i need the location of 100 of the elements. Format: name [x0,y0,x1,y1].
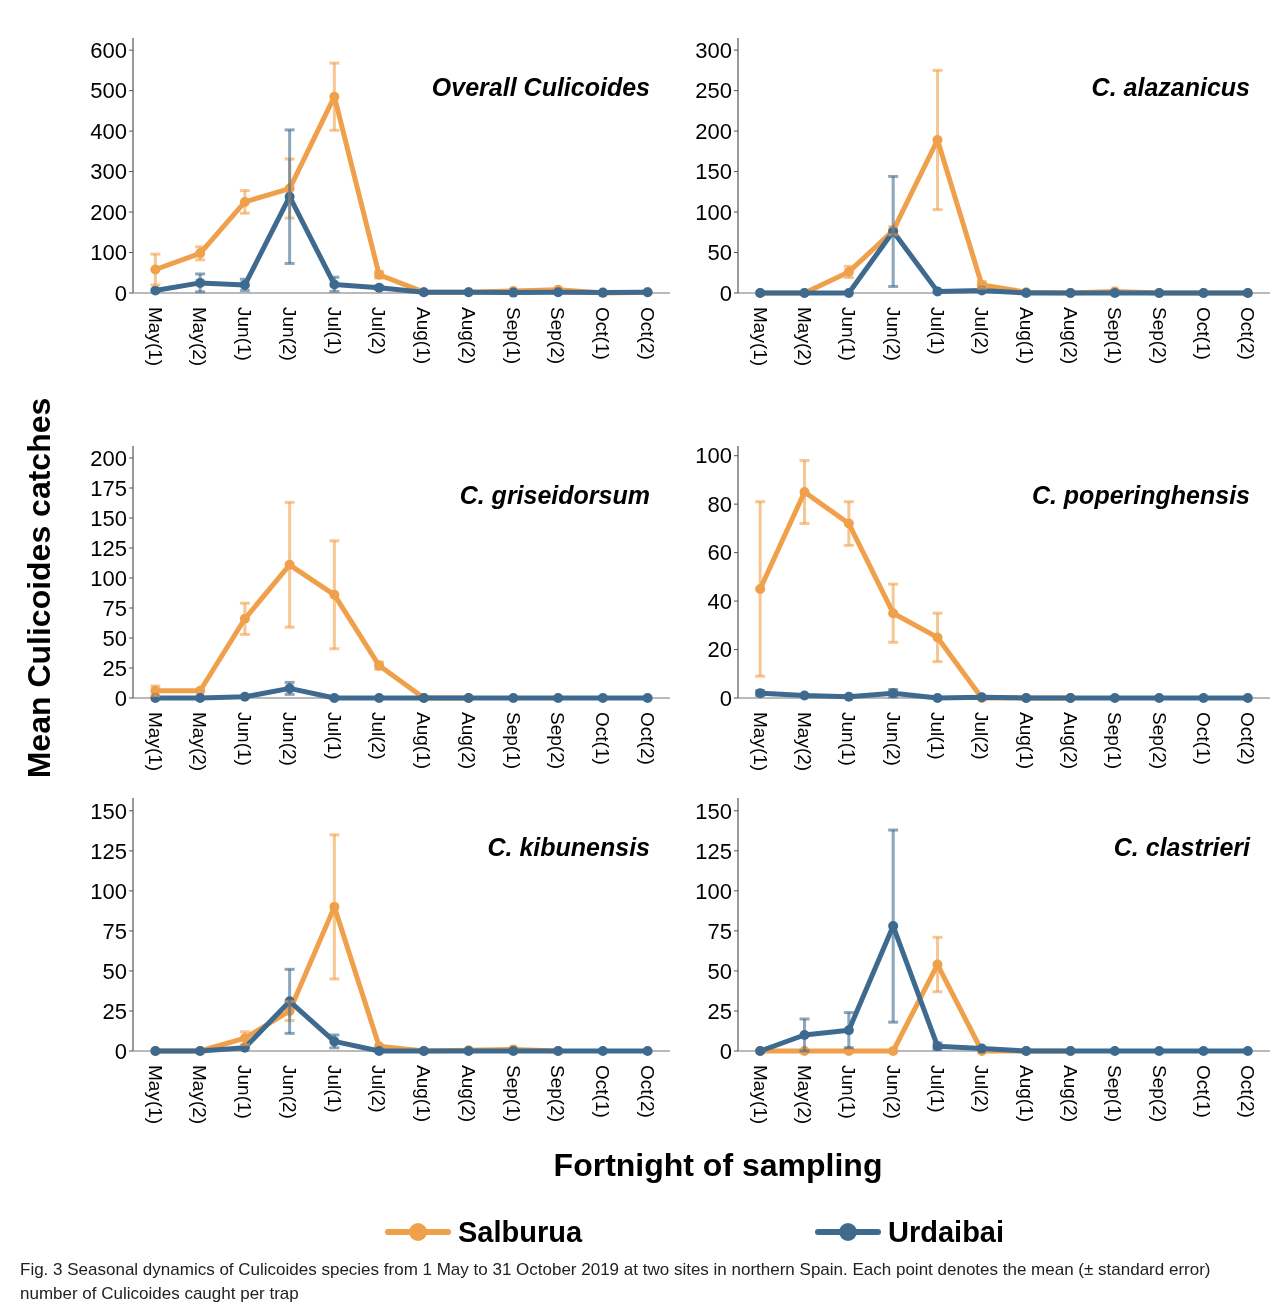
y-tick-label: 300 [695,37,732,63]
x-tick-label: Oct(1) [592,307,614,360]
x-tick-label: Oct(1) [592,1065,614,1118]
x-tick-label: Jun(1) [838,1065,860,1119]
x-tick-label: Aug(2) [1059,307,1081,365]
text: C. poperinghensis [1031,481,1251,509]
x-tick-label: Jul(1) [323,712,345,760]
x-tick-label: Jul(2) [368,712,390,760]
x-tick-label: Sep(1) [1104,1065,1126,1123]
y-tick-label: 0 [719,280,732,306]
x-tick-label: Aug(2) [1059,712,1081,770]
y-tick-label: 80 [707,491,732,517]
x-tick-label: Oct(2) [1237,1065,1259,1118]
x-tick-label: Sep(2) [547,712,569,770]
point [799,1030,810,1040]
x-tick-label: Jul(1) [323,307,345,355]
x-tick-label: May(2) [793,307,815,367]
y-tick-label: 175 [90,475,127,501]
x-tick-label: Sep(1) [1104,307,1126,365]
y-tick-label: 200 [695,118,732,144]
point [329,91,340,102]
y-tick-label: 100 [695,199,732,225]
x-tick-label: Jul(2) [368,1065,390,1113]
x-tick-label: Sep(1) [502,1065,524,1123]
point [374,1046,385,1056]
point [843,288,854,298]
y-tick-label: 75 [102,918,127,944]
point [888,608,899,619]
y-tick-label: 400 [90,118,127,144]
x-tick-label: Oct(1) [592,712,614,765]
y-tick-label: 150 [695,159,732,185]
x-tick-label: Aug(2) [457,1065,479,1123]
text: C. griseidorsum [459,481,650,509]
x-tick-label: Jul(1) [926,1065,948,1113]
x-tick-label: Jul(1) [323,1065,345,1113]
x-tick-label: May(1) [144,712,166,772]
y-tick-label: 150 [695,798,732,824]
y-tick-label: 0 [719,685,732,711]
x-tick-label: May(1) [144,1065,166,1125]
x-tick-label: Jul(2) [971,1065,993,1113]
y-tick-label: 150 [90,505,127,531]
point [1242,1046,1253,1056]
point [239,613,250,624]
point [932,632,943,643]
x-tick-label: Aug(1) [413,712,435,770]
x-tick-label: Oct(2) [1237,307,1259,360]
point [1242,693,1253,703]
point [755,583,766,594]
point [150,264,161,275]
point [799,690,810,701]
y-tick-label: 100 [90,878,127,904]
point [597,693,608,703]
x-tick-label: Aug(2) [1059,1065,1081,1123]
x-tick-label: Jul(1) [926,307,948,355]
x-tick-label: Jun(1) [234,307,256,361]
x-tick-label: Oct(1) [1192,1065,1214,1118]
point [597,1046,608,1056]
point [508,693,519,703]
y-tick-label: 50 [102,625,127,651]
point [642,693,653,703]
x-tick-label: Sep(2) [1148,712,1170,770]
x-tick-label: Jun(2) [278,307,300,361]
x-tick-label: May(2) [793,712,815,772]
x-tick-label: Sep(1) [502,712,524,770]
point [799,487,810,498]
x-tick-label: Jun(1) [234,712,256,766]
x-tick-label: Jul(2) [971,307,993,355]
text: C. clastrieri [1113,833,1252,861]
point [1154,693,1165,703]
point [284,1005,295,1016]
x-tick-label: Sep(1) [502,307,524,365]
point [284,559,295,570]
y-tick-label: 25 [102,655,127,681]
x-tick-label: May(1) [749,1065,771,1125]
text: Overall Culicoides [431,73,651,101]
point [553,693,564,703]
x-tick-label: Jun(1) [838,307,860,361]
y-tick-label: 500 [90,78,127,104]
point [888,1046,899,1056]
x-tick-label: Aug(2) [457,712,479,770]
y-tick-label: 0 [114,1038,127,1064]
x-tick-label: Jun(1) [838,712,860,766]
caption: Fig. 3 Seasonal dynamics of Culicoides species from 1 May to 31 October 2019 at two sites in northern Spain. Each point denotes the mean (± standard error) number of Culicoides caught per trap [20,1259,1212,1305]
x-tick-label: Jun(2) [882,307,904,361]
y-tick-label: 75 [707,918,732,944]
y-tick-label: 0 [719,1038,732,1064]
x-tick-label: Jun(2) [278,1065,300,1119]
point [843,691,854,702]
y-tick-label: 0 [114,280,127,306]
x-tick-label: Jul(2) [368,307,390,355]
point [976,285,987,296]
y-tick-label: 50 [707,240,732,266]
x-tick-label: Oct(2) [1237,712,1259,765]
y-tick-label: 20 [707,637,732,663]
point [329,693,340,703]
x-tick-label: Oct(2) [636,712,658,765]
y-tick-label: 300 [90,159,127,185]
y-tick-label: 40 [707,588,732,614]
y-tick-label: 125 [695,838,732,864]
x-tick-label: Aug(1) [413,1065,435,1123]
